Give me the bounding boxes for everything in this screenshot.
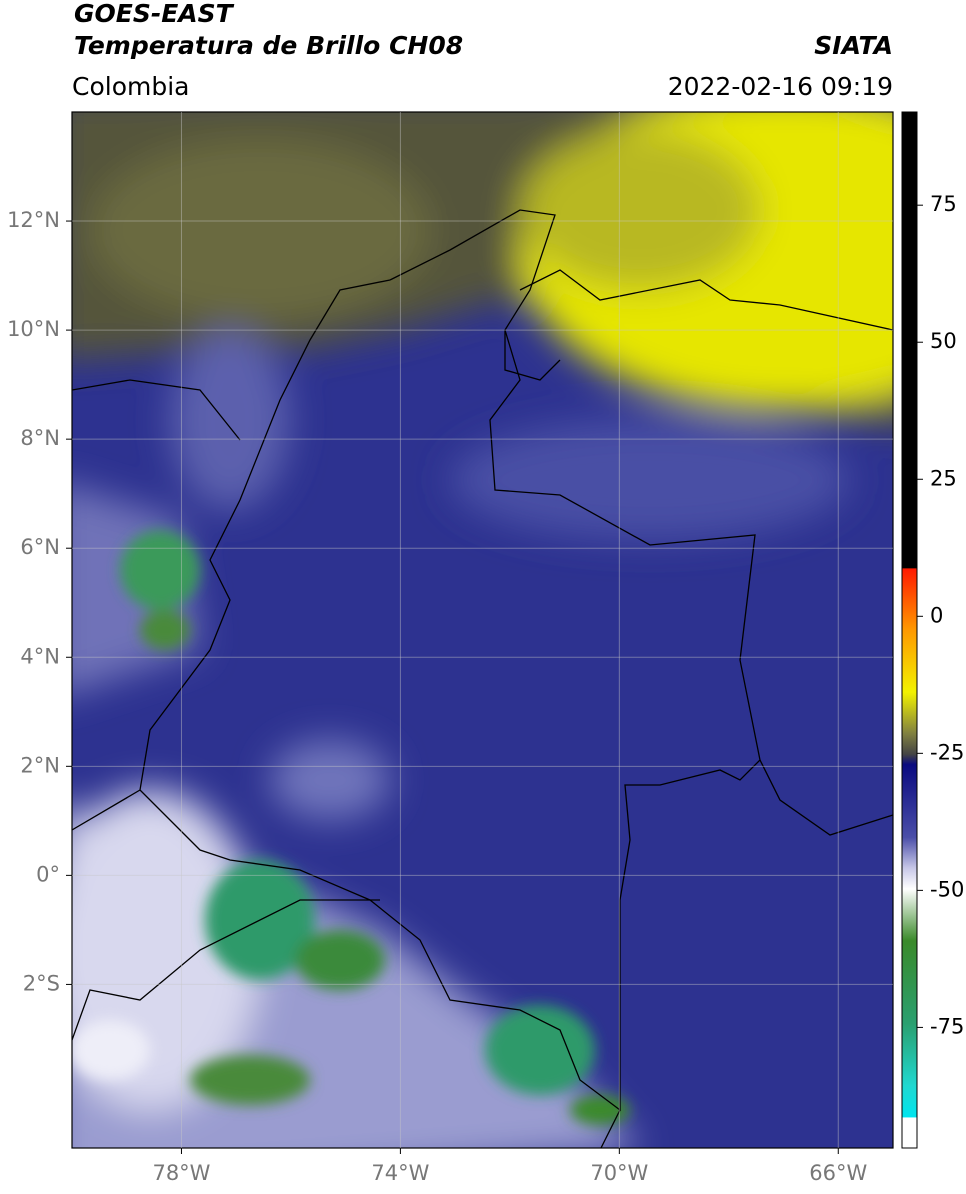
satellite-image — [72, 112, 893, 1148]
x-tick-label: 78°W — [152, 1161, 210, 1185]
x-tick-label: 70°W — [590, 1161, 648, 1185]
y-tick-label: 10°N — [7, 317, 60, 341]
region: Colombia — [72, 72, 189, 101]
colorbar-tick-label: 50 — [930, 329, 957, 353]
colorbar-tick-label: -50 — [930, 877, 964, 901]
colorbar-tick-label: 25 — [930, 466, 957, 490]
map-frame — [71, 111, 894, 1149]
y-tick-label: 8°N — [20, 426, 60, 450]
colorbar-tick-label: 0 — [930, 603, 943, 627]
colorbar-tick-label: -75 — [930, 1014, 964, 1038]
y-tick-label: 6°N — [20, 535, 60, 559]
y-tick-label: 0° — [36, 862, 60, 886]
y-tick-label: 4°N — [20, 644, 60, 668]
x-tick-label: 66°W — [809, 1161, 867, 1185]
title: Temperatura de Brillo CH08 — [74, 31, 463, 60]
colorbar-tick-label: 75 — [930, 192, 957, 216]
colorbar — [901, 111, 918, 1149]
y-tick-label: 12°N — [7, 208, 60, 232]
y-tick-label: 2°S — [23, 971, 60, 995]
source: SIATA — [814, 31, 893, 60]
colorbar-tick-label: -25 — [930, 740, 964, 764]
x-tick-label: 74°W — [371, 1161, 429, 1185]
datetime: 2022-02-16 09:19 — [668, 72, 893, 101]
satellite: GOES-EAST — [74, 0, 235, 28]
y-tick-label: 2°N — [20, 753, 60, 777]
